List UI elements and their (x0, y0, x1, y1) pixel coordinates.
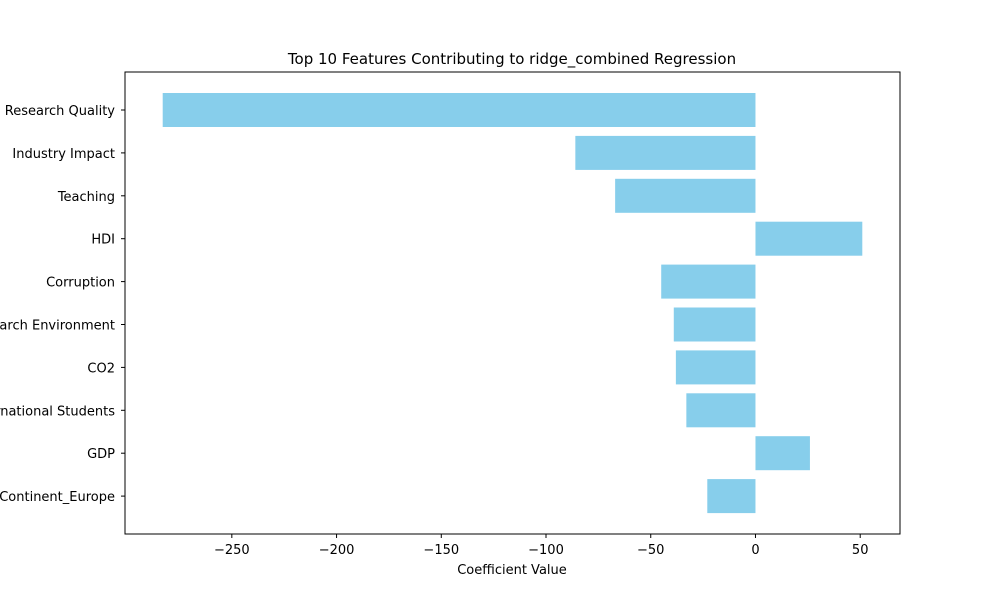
x-tick-label: −250 (214, 543, 250, 558)
y-tick-label: CO2 (87, 361, 115, 376)
x-axis-label: Coefficient Value (457, 563, 567, 578)
y-tick-label: Continent_Europe (0, 490, 115, 505)
y-tick-label: Research Environment (0, 319, 115, 334)
bars-layer (162, 93, 863, 514)
x-tick-label: 50 (852, 543, 869, 558)
bar (755, 436, 810, 471)
chart-title: Top 10 Features Contributing to ridge_co… (287, 50, 736, 69)
y-tick-label: GDP (87, 447, 115, 462)
bar (673, 307, 756, 342)
x-tick-label: −100 (528, 543, 564, 558)
x-ticks: −250 −200 −150 −100 −50 0 50 (214, 534, 869, 558)
y-tick-label: Industry Impact (12, 147, 115, 162)
x-tick-label: 0 (751, 543, 759, 558)
x-tick-label: −200 (319, 543, 355, 558)
bar (675, 350, 756, 385)
x-tick-label: −50 (637, 543, 664, 558)
y-tick-labels: Research Quality Industry Impact Teaching H… (0, 104, 125, 505)
y-tick-label: Corruption (46, 276, 115, 291)
bar (686, 393, 756, 428)
plot-frame (124, 71, 901, 535)
y-tick-label: International Students (0, 404, 115, 419)
bar (162, 93, 756, 127)
y-tick-label: Teaching (57, 190, 115, 205)
bar (755, 221, 863, 256)
bar (661, 264, 756, 299)
bar (707, 479, 756, 514)
x-tick-label: −150 (423, 543, 459, 558)
y-tick-label: Research Quality (5, 104, 116, 119)
y-tick-label: HDI (91, 233, 115, 248)
bar (615, 178, 756, 213)
bar (575, 135, 756, 170)
